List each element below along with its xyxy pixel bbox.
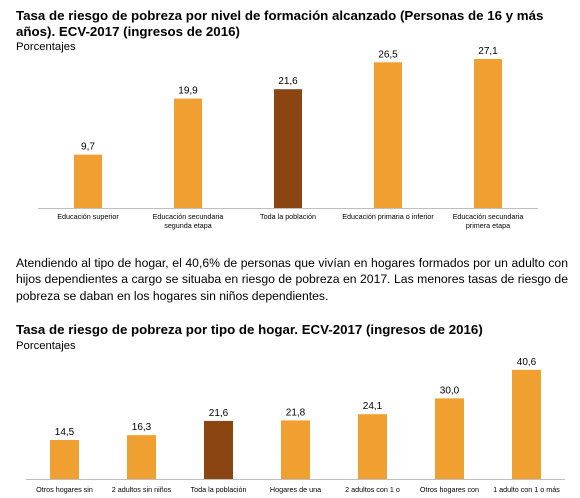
paragraph: Atendiendo al tipo de hogar, el 40,6% de… <box>16 256 568 303</box>
chart2-category-label-6: 1 adulto con 1 o más <box>493 485 560 494</box>
chart1-bar-0 <box>74 154 102 208</box>
chart2-bar-4 <box>358 414 387 479</box>
chart2-category-label-4: 2 adultos con 1 o <box>345 485 400 494</box>
chart1-category-label-3: Educación primaria o inferior <box>342 212 434 221</box>
chart2-category-label-2: Toda la población <box>191 485 247 494</box>
chart1-category-label-1: Educación secundaria segunda etapa <box>153 212 224 230</box>
chart2-value-label-1: 16,3 <box>132 422 152 433</box>
chart2-category-label-3: Hogares de una <box>270 485 321 494</box>
chart2-value-label-5: 30,0 <box>440 385 460 396</box>
chart1-value-label-4: 27,1 <box>478 46 498 57</box>
chart2-bar-3 <box>281 420 310 479</box>
chart1: 9,7 Educación superior 19,9 Educación secun… <box>38 46 538 230</box>
chart2-value-label-0: 14,5 <box>55 427 75 438</box>
chart2-category-label-0: Otros hogares sin <box>36 485 93 494</box>
chart2-value-label-3: 21,8 <box>286 407 306 418</box>
chart2-category-label-1: 2 adultos sin niños <box>112 485 172 494</box>
chart1-unit: Porcentajes <box>16 41 76 53</box>
chart2-bar-2 <box>204 420 233 479</box>
chart2-bar-0 <box>50 440 79 479</box>
chart1-bar-2 <box>274 89 302 208</box>
chart2-value-label-2: 21,6 <box>209 408 229 419</box>
chart1-value-label-2: 21,6 <box>278 76 298 87</box>
chart2-category-label-5: Otros hogares con <box>420 485 479 494</box>
chart1-value-label-1: 19,9 <box>178 86 198 97</box>
chart1-bar-1 <box>174 98 202 208</box>
chart1-value-label-0: 9,7 <box>81 142 95 153</box>
chart2-bar-5 <box>435 398 464 479</box>
chart2-bar-6 <box>512 369 541 479</box>
chart2-unit: Porcentajes <box>16 340 76 352</box>
chart2-value-label-4: 24,1 <box>363 401 383 412</box>
chart1-value-label-3: 26,5 <box>378 49 398 60</box>
chart1-category-label-0: Educación superior <box>57 212 119 221</box>
chart1-category-label-4: Educación secundaria primera etapa <box>453 212 524 230</box>
chart1-bar-3 <box>374 62 402 208</box>
chart1-category-label-2: Toda la población <box>260 212 316 221</box>
chart2-bar-1 <box>127 435 156 479</box>
chart2-title: Tasa de riesgo de pobreza por tipo de ho… <box>16 322 483 337</box>
chart1-bar-4 <box>474 58 502 209</box>
chart2-value-label-6: 40,6 <box>517 357 537 368</box>
chart1-title: Tasa de riesgo de pobreza por nivel de f… <box>16 8 544 39</box>
